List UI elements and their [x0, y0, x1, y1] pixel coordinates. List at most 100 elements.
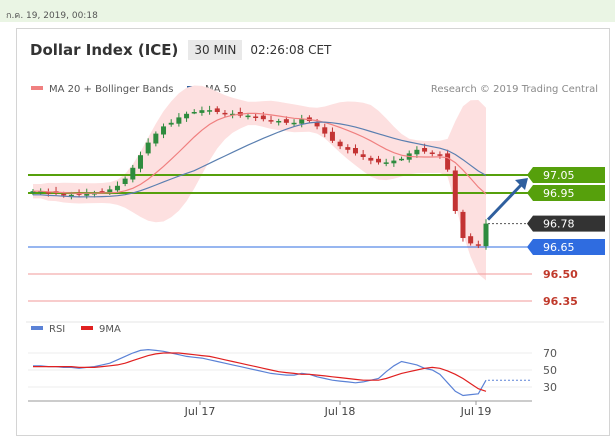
rsi-plot: 70 50 30 — [28, 347, 557, 397]
ma20-legend-swatch — [31, 86, 43, 90]
timeframe-badge[interactable]: 30 MIN — [188, 40, 243, 60]
candle-body — [176, 117, 182, 124]
candle-body — [161, 126, 167, 135]
candle-body — [475, 244, 481, 246]
time-axis: Jul 17 Jul 18 Jul 19 — [28, 400, 532, 418]
time-tick-label: Jul 19 — [460, 405, 492, 418]
candle-body — [168, 122, 174, 125]
candles — [30, 105, 489, 250]
candle-body — [452, 170, 458, 211]
candle-body — [299, 119, 305, 124]
candle-body — [283, 119, 289, 123]
candle-body — [122, 178, 128, 184]
candle-body — [214, 108, 220, 112]
ma50-line — [33, 121, 487, 198]
candle-body — [276, 121, 282, 123]
level-label-bg — [533, 239, 605, 255]
rsi-tick-70: 70 — [543, 347, 557, 360]
rsi-legend-label: RSI — [49, 324, 65, 335]
candle-body — [184, 113, 190, 119]
candle-body — [414, 149, 420, 155]
level-label-bg — [533, 215, 605, 232]
level-label-97.05: 97.05 — [543, 169, 575, 182]
level-label-96.95: 96.95 — [543, 187, 575, 200]
chart-time: 02:26:08 CET — [250, 43, 332, 57]
candle-body — [114, 185, 120, 191]
candle-body — [291, 122, 297, 125]
candle-body — [360, 154, 366, 157]
level-label-96.35: 96.35 — [543, 295, 578, 308]
candle-body — [107, 189, 113, 193]
candle-body — [437, 154, 443, 156]
level-label-pointer — [527, 167, 533, 183]
rsi-ma-line — [33, 352, 487, 392]
level-label-bg — [533, 185, 605, 201]
candle-body — [30, 191, 36, 193]
forecast-arrow-shaft — [486, 182, 524, 221]
candle-body — [337, 141, 343, 147]
level-label-pointer — [527, 239, 533, 255]
ma20-legend-label: MA 20 + Bollinger Bands — [49, 84, 173, 95]
candle-body — [422, 148, 428, 152]
candle-body — [84, 193, 90, 196]
candle-body — [460, 211, 466, 238]
candle-body — [245, 115, 251, 118]
rsi-legend-swatch — [31, 326, 43, 330]
candle-body — [61, 193, 67, 196]
level-label-96.50: 96.50 — [543, 268, 578, 281]
candle-body — [230, 113, 236, 116]
chart-header: Dollar Index (ICE) 30 MIN 02:26:08 CET — [30, 40, 331, 60]
candle-body — [191, 112, 197, 114]
rsi-ma-legend-swatch — [81, 326, 93, 330]
candle-body — [130, 167, 136, 180]
candle-body — [99, 191, 105, 193]
candle-body — [322, 127, 328, 134]
time-tick-label: Jul 18 — [324, 405, 356, 418]
main-plot: 97.05 96.95 96.78 96.65 96.50 96.35 — [28, 85, 605, 308]
candle-body — [137, 155, 143, 169]
ma50-legend-label: MA 50 — [205, 84, 236, 95]
level-label-pointer — [527, 215, 533, 232]
level-label-96.78: 96.78 — [543, 218, 575, 231]
candle-body — [45, 192, 51, 194]
rsi-ma-legend-label: 9MA — [99, 324, 121, 335]
candle-body — [429, 152, 435, 154]
instrument-title: Dollar Index (ICE) — [30, 41, 179, 59]
candle-body — [38, 191, 44, 193]
candle-body — [399, 158, 405, 161]
time-tick-label: Jul 17 — [184, 405, 216, 418]
rsi-tick-50: 50 — [543, 364, 557, 377]
candle-body — [76, 193, 82, 195]
candle-body — [222, 112, 228, 115]
candle-body — [352, 148, 358, 154]
candle-body — [445, 153, 451, 170]
credit-text: Research © 2019 Trading Central — [431, 84, 598, 95]
candle-body — [260, 115, 266, 120]
candle-body — [391, 160, 397, 164]
candle-body — [145, 142, 151, 154]
level-label-96.65: 96.65 — [543, 241, 575, 254]
candle-body — [345, 147, 351, 150]
candle-body — [207, 110, 213, 112]
ma20-line — [33, 112, 487, 195]
level-label-bg — [533, 167, 605, 183]
candle-body — [468, 236, 474, 244]
candle-body — [199, 110, 205, 113]
candle-body — [268, 120, 274, 122]
candle-body — [368, 157, 374, 161]
candle-body — [329, 131, 335, 141]
timestamp: ก.ค. 19, 2019, 00:18 — [6, 11, 98, 21]
level-label-pointer — [527, 185, 533, 201]
forecast-arrow-head — [515, 178, 528, 190]
candle-body — [383, 162, 389, 164]
candle-body — [314, 121, 320, 127]
top-bar: ก.ค. 19, 2019, 00:18 — [0, 0, 615, 22]
rsi-line — [33, 348, 487, 397]
candle-body — [253, 116, 259, 118]
bollinger-band — [33, 85, 486, 281]
candle-body — [483, 223, 489, 247]
candle-body — [68, 194, 74, 197]
candle-body — [153, 133, 159, 144]
chart-panel — [16, 28, 610, 436]
